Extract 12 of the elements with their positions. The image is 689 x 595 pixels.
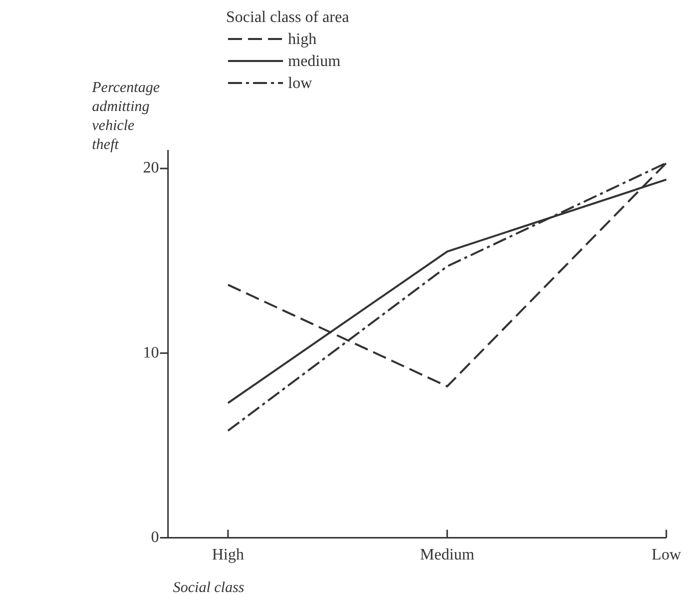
y-axis-title: Percentage admitting vehicle theft [91,80,160,153]
legend-label: medium [288,53,341,70]
y-tick-label: 10 [143,344,159,362]
y-tick-label: 0 [151,529,159,546]
x-tick-label: Medium [420,546,475,564]
legend-label: low [288,75,312,92]
x-tick-label: High [212,546,244,564]
y-tick-label: 20 [143,160,159,177]
x-tick-label: Low [652,546,682,564]
legend-label: high [288,31,316,48]
legend-title: Social class of area [226,9,350,26]
x-axis-title: Social class [173,580,244,595]
